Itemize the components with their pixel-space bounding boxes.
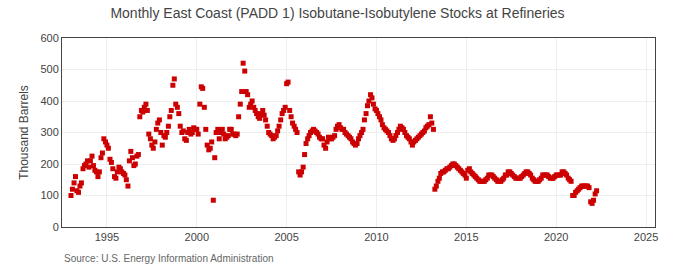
svg-text:0: 0 <box>53 221 59 233</box>
svg-text:Source: U.S. Energy Informatio: Source: U.S. Energy Information Administ… <box>64 253 274 264</box>
svg-text:600: 600 <box>40 32 58 44</box>
svg-text:2015: 2015 <box>454 231 478 243</box>
svg-text:Thousand Barrels: Thousand Barrels <box>17 85 31 180</box>
svg-text:2000: 2000 <box>185 231 209 243</box>
svg-text:100: 100 <box>40 189 58 201</box>
svg-text:300: 300 <box>40 126 58 138</box>
svg-text:2020: 2020 <box>544 231 568 243</box>
svg-text:1995: 1995 <box>95 231 119 243</box>
svg-text:2025: 2025 <box>634 231 658 243</box>
svg-text:2010: 2010 <box>364 231 388 243</box>
svg-text:200: 200 <box>40 158 58 170</box>
svg-text:2005: 2005 <box>274 231 298 243</box>
svg-text:400: 400 <box>40 95 58 107</box>
svg-text:Monthly East Coast (PADD 1) Is: Monthly East Coast (PADD 1) Isobutane-Is… <box>110 5 564 21</box>
svg-text:500: 500 <box>40 63 58 75</box>
